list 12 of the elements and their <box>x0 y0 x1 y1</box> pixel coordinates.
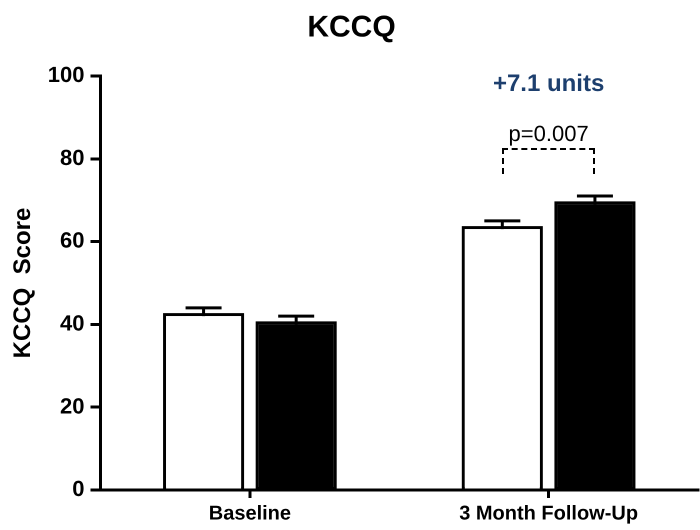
x-tick-label: Baseline <box>208 502 292 525</box>
y-tick-label: 100 <box>48 62 85 88</box>
y-tick-label: 60 <box>60 228 85 253</box>
annotation: +7.1 units <box>492 70 604 98</box>
chart-title: KCCQ <box>307 10 396 44</box>
y-tick-label: 0 <box>72 476 85 502</box>
y-axis-title: KCCQ Score <box>9 208 36 358</box>
y-tick-label: 40 <box>60 310 85 336</box>
annotation: p=0.007 <box>508 121 589 148</box>
y-tick-label: 80 <box>60 144 85 170</box>
x-tick-label: 3 Month Follow-Up <box>459 502 638 525</box>
y-tick-label: 20 <box>60 393 85 418</box>
